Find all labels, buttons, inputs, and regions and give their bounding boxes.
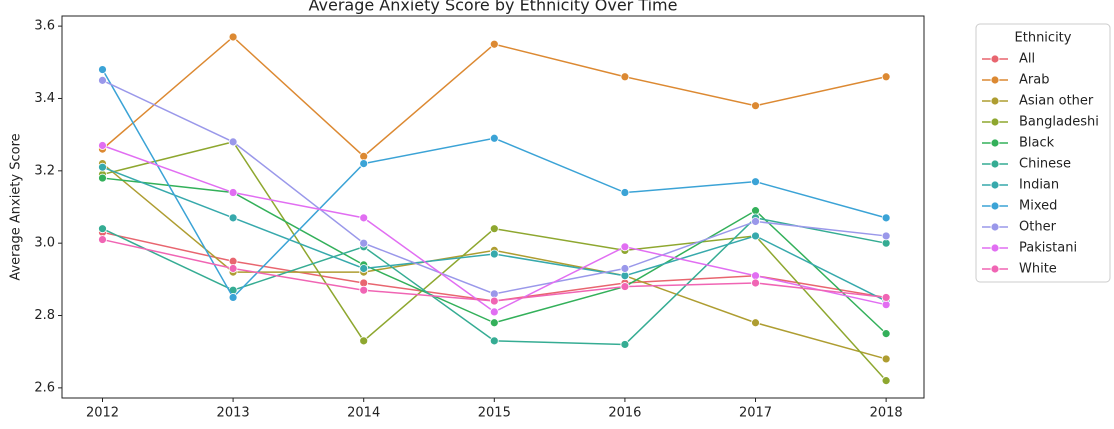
data-point [620, 264, 630, 273]
legend-marker [990, 201, 1000, 211]
data-point [620, 340, 630, 349]
data-point [751, 206, 760, 216]
y-tick-label: 2.6 [34, 380, 55, 395]
data-point [359, 151, 369, 161]
data-point [98, 224, 107, 234]
y-tick-label: 3.4 [34, 91, 55, 106]
data-point [751, 278, 760, 288]
data-point [359, 264, 369, 273]
series-line [102, 163, 887, 360]
data-point [881, 231, 891, 241]
data-point [359, 278, 369, 288]
data-point [881, 300, 891, 310]
data-point [489, 39, 499, 49]
data-point [98, 65, 107, 74]
series-line [101, 69, 887, 299]
x-tick-label: 2016 [608, 406, 641, 421]
x-tick-label: 2015 [478, 406, 511, 421]
data-point [228, 264, 238, 273]
data-point [881, 376, 891, 386]
legend-label: Black [1019, 136, 1055, 151]
legend-label: Pakistani [1019, 241, 1077, 256]
legend-label: Chinese [1019, 157, 1071, 172]
data-point [881, 238, 891, 248]
x-tick-label: 2012 [86, 406, 119, 421]
data-point [228, 213, 238, 223]
legend-label: Arab [1019, 73, 1049, 88]
data-point [228, 137, 238, 147]
data-point [98, 75, 107, 85]
legend-label: Bangladeshi [1019, 115, 1099, 130]
legend-marker [990, 159, 1000, 169]
data-point [98, 141, 107, 150]
legend-title: Ethnicity [1015, 31, 1072, 46]
data-point [228, 188, 238, 197]
data-point [751, 318, 760, 328]
legend-label: Other [1019, 220, 1057, 235]
data-point [359, 238, 369, 248]
data-point [359, 285, 369, 295]
plot-frame [61, 15, 925, 399]
data-point [489, 249, 499, 259]
legend-marker [990, 96, 1000, 106]
data-point [751, 217, 760, 226]
legend-label: Mixed [1019, 199, 1057, 214]
data-point [881, 72, 891, 82]
legend-label: Indian [1019, 178, 1059, 193]
x-tick-label: 2013 [217, 406, 250, 421]
data-point [489, 224, 499, 234]
legend-box [975, 23, 1111, 283]
y-tick-label: 3.2 [34, 163, 55, 178]
y-tick-label: 2.8 [34, 308, 55, 323]
data-point [620, 242, 630, 252]
legend-marker [990, 222, 1000, 232]
data-point [359, 159, 369, 168]
data-point [881, 329, 891, 339]
data-point [228, 256, 238, 266]
legend-marker [990, 138, 1000, 148]
chart-title: Average Anxiety Score by Ethnicity Over … [309, 0, 678, 15]
legend-marker [990, 54, 1000, 64]
legend-marker [990, 180, 1000, 190]
data-point [881, 213, 891, 223]
data-point [751, 271, 760, 281]
x-tick-label: 2018 [870, 406, 903, 421]
legend: Ethnicity [975, 23, 1111, 283]
legend-label: All [1019, 52, 1035, 67]
legend-marker [990, 75, 1000, 85]
legend-label: Asian other [1019, 94, 1094, 109]
data-point [228, 32, 238, 42]
data-point [489, 296, 499, 306]
data-point [489, 133, 499, 143]
data-point [489, 318, 499, 328]
data-point [620, 72, 630, 82]
data-point [620, 271, 630, 281]
data-point [751, 231, 760, 241]
data-point [228, 293, 238, 302]
legend-label: White [1019, 262, 1057, 277]
data-point [489, 307, 499, 317]
data-point [751, 177, 760, 187]
legend-marker [990, 243, 1000, 253]
data-point [620, 282, 630, 291]
data-point [881, 354, 891, 364]
y-axis-label: Average Anxiety Score [9, 133, 24, 280]
data-point [881, 293, 891, 302]
data-point [98, 173, 107, 183]
data-point [359, 213, 369, 223]
data-point [98, 162, 107, 172]
data-point [359, 336, 369, 346]
legend-marker [990, 264, 1000, 274]
data-point [620, 188, 630, 197]
y-tick-label: 3.6 [34, 19, 55, 34]
x-tick-label: 2014 [347, 406, 380, 421]
data-point [489, 289, 499, 299]
data-point [751, 101, 760, 111]
y-tick-label: 3.0 [34, 236, 55, 251]
data-point [98, 235, 107, 244]
data-point [489, 336, 499, 346]
x-tick-label: 2017 [739, 406, 772, 421]
legend-marker [990, 117, 1000, 127]
